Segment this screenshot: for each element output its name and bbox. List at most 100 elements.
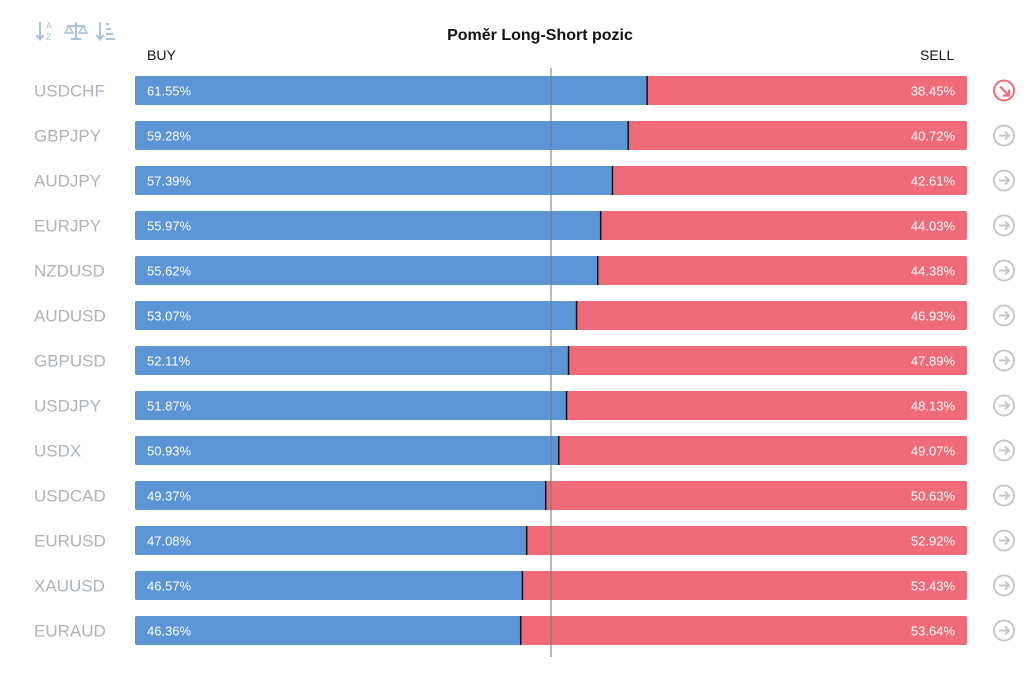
arrow-head	[1004, 625, 1011, 636]
chart-row: NZDUSD 55.62% 44.38%	[34, 256, 1015, 285]
sell-percent-label: 53.43%	[911, 579, 956, 594]
arrow-head	[1003, 89, 1011, 97]
arrow-circle	[993, 304, 1015, 327]
sell-percent-label: 52.92%	[911, 534, 956, 549]
buy-percent-label: 55.97%	[147, 219, 192, 234]
symbol-label: EURJPY	[34, 217, 101, 236]
buy-bar	[135, 301, 577, 330]
buy-column-label: BUY	[147, 47, 176, 63]
buy-bar-edge	[524, 526, 527, 555]
symbol-label: EURUSD	[34, 532, 106, 551]
sort-alpha-icon[interactable]: A Z	[34, 18, 58, 44]
chart-row: USDX 50.93% 49.07%	[34, 436, 1015, 465]
buy-percent-label: 57.39%	[147, 174, 192, 189]
arrow-right-icon[interactable]	[993, 169, 1015, 192]
sell-percent-label: 44.38%	[911, 264, 956, 279]
arrow-right-icon[interactable]	[993, 574, 1015, 597]
arrow-head	[1004, 355, 1011, 366]
chart-row: XAUUSD 46.57% 53.43%	[34, 571, 1015, 600]
symbol-label: AUDJPY	[34, 172, 101, 191]
chart-row: EURAUD 46.36% 53.64%	[34, 616, 1015, 645]
buy-bar	[135, 571, 523, 600]
sell-percent-label: 44.03%	[911, 219, 956, 234]
sell-percent-label: 49.07%	[911, 444, 956, 459]
sell-percent-label: 42.61%	[911, 174, 956, 189]
arrow-right-icon[interactable]	[993, 439, 1015, 462]
buy-bar-edge	[610, 166, 613, 195]
buy-bar	[135, 616, 521, 645]
buy-bar-edge	[543, 481, 546, 510]
chart-row: AUDUSD 53.07% 46.93%	[34, 301, 1015, 330]
buy-bar	[135, 76, 648, 105]
svg-text:Z: Z	[46, 32, 52, 42]
arrow-head	[1004, 220, 1011, 231]
chart-row: USDCAD 49.37% 50.63%	[34, 481, 1015, 510]
buy-bar	[135, 166, 613, 195]
sell-percent-label: 50.63%	[911, 489, 956, 504]
buy-percent-label: 61.55%	[147, 84, 192, 99]
arrow-right-icon[interactable]	[993, 349, 1015, 372]
arrow-circle	[993, 259, 1015, 282]
chart-row: AUDJPY 57.39% 42.61%	[34, 166, 1015, 195]
arrow-head	[1004, 400, 1011, 411]
sell-percent-label: 53.64%	[911, 624, 956, 639]
buy-bar	[135, 256, 598, 285]
arrow-circle	[993, 484, 1015, 507]
buy-percent-label: 46.36%	[147, 624, 192, 639]
symbol-label: GBPJPY	[34, 127, 101, 146]
buy-bar-edge	[645, 76, 648, 105]
buy-bar-edge	[595, 256, 598, 285]
sell-column-label: SELL	[920, 47, 955, 63]
arrow-right-icon[interactable]	[993, 484, 1015, 507]
symbol-label: AUDUSD	[34, 307, 106, 326]
sell-percent-label: 46.93%	[911, 309, 956, 324]
arrow-right-icon[interactable]	[993, 214, 1015, 237]
arrow-right-icon[interactable]	[993, 394, 1015, 417]
sort-amount-icon[interactable]	[94, 18, 118, 44]
symbol-label: USDCHF	[34, 82, 105, 101]
balance-scale-icon[interactable]	[64, 18, 88, 44]
buy-percent-label: 50.93%	[147, 444, 192, 459]
buy-bar	[135, 121, 629, 150]
chart-row: USDCHF 61.55% 38.45%	[34, 76, 1015, 105]
buy-percent-label: 47.08%	[147, 534, 192, 549]
arrow-right-icon[interactable]	[993, 124, 1015, 147]
chart-row: USDJPY 51.87% 48.13%	[34, 391, 1015, 420]
buy-bar-edge	[556, 436, 559, 465]
arrow-down-right-icon[interactable]	[993, 79, 1015, 102]
arrow-right-icon[interactable]	[993, 304, 1015, 327]
sell-percent-label: 40.72%	[911, 129, 956, 144]
buy-bar-edge	[520, 571, 523, 600]
chart-row: EURUSD 47.08% 52.92%	[34, 526, 1015, 555]
buy-percent-label: 59.28%	[147, 129, 192, 144]
buy-percent-label: 46.57%	[147, 579, 192, 594]
sell-percent-label: 48.13%	[911, 399, 956, 414]
arrow-shaft	[999, 85, 1009, 96]
arrow-right-icon[interactable]	[993, 619, 1015, 642]
chart-row: GBPUSD 52.11% 47.89%	[34, 346, 1015, 375]
arrow-head	[1004, 310, 1011, 321]
sell-percent-label: 38.45%	[911, 84, 956, 99]
buy-bar-edge	[626, 121, 629, 150]
chart-title: Poměr Long-Short pozic	[447, 27, 633, 44]
arrow-circle	[993, 529, 1015, 552]
arrow-right-icon[interactable]	[993, 259, 1015, 282]
buy-percent-label: 49.37%	[147, 489, 192, 504]
arrow-circle	[993, 349, 1015, 372]
arrow-circle	[993, 394, 1015, 417]
arrow-head	[1004, 445, 1011, 456]
buy-bar	[135, 436, 559, 465]
buy-bar-edge	[574, 301, 577, 330]
arrow-circle	[993, 169, 1015, 192]
arrow-head	[1004, 130, 1011, 141]
chart-row: GBPJPY 59.28% 40.72%	[34, 121, 1015, 150]
buy-bar	[135, 526, 527, 555]
symbol-label: EURAUD	[34, 622, 106, 641]
arrow-right-icon[interactable]	[993, 529, 1015, 552]
buy-percent-label: 53.07%	[147, 309, 192, 324]
symbol-label: GBPUSD	[34, 352, 106, 371]
buy-bar	[135, 346, 569, 375]
symbol-label: NZDUSD	[34, 262, 105, 281]
symbol-label: USDJPY	[34, 397, 101, 416]
